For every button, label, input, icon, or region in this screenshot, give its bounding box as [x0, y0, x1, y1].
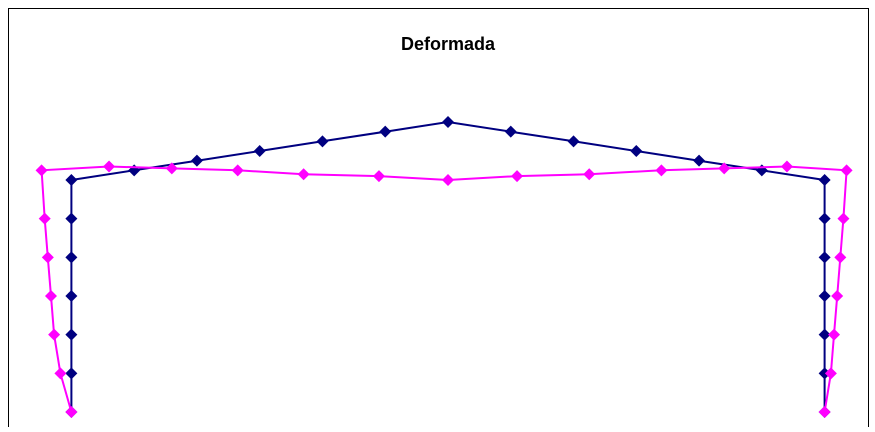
data-point [65, 328, 78, 341]
data-point [65, 174, 78, 186]
data-point [48, 328, 61, 341]
data-point [567, 135, 580, 148]
data-point [504, 125, 517, 138]
chart-title: Deformada [401, 34, 496, 54]
data-point [65, 251, 78, 264]
data-point [442, 174, 454, 186]
data-point [511, 170, 524, 183]
data-point [818, 328, 831, 341]
data-point [655, 164, 668, 177]
data-point [818, 406, 831, 418]
data-point [165, 162, 178, 175]
data-point [818, 290, 831, 302]
data-point [253, 145, 266, 157]
data-point [35, 164, 48, 177]
data-point [103, 160, 116, 173]
data-point [755, 164, 768, 177]
series-line [40, 165, 848, 413]
data-point [44, 290, 57, 302]
data-point [780, 160, 793, 173]
data-point [190, 154, 203, 167]
data-point [65, 367, 78, 380]
data-point [65, 212, 78, 225]
series-line [70, 120, 826, 412]
data-point [65, 290, 78, 302]
data-point [442, 116, 454, 128]
data-point [818, 251, 831, 264]
data-point [41, 251, 54, 264]
series-layer [35, 116, 853, 418]
data-point [818, 367, 831, 380]
data-point [316, 135, 329, 148]
series-1 [65, 116, 831, 418]
data-point [840, 164, 853, 177]
data-point [38, 212, 51, 225]
data-point [831, 290, 844, 302]
data-point [837, 212, 850, 225]
data-point [818, 174, 831, 186]
data-point [824, 367, 837, 380]
data-point [818, 212, 831, 225]
data-point [231, 164, 244, 177]
data-point [297, 168, 310, 181]
series-2 [35, 160, 853, 418]
data-point [583, 168, 596, 181]
chart-border [8, 8, 869, 427]
data-point [693, 154, 706, 167]
data-point [128, 164, 141, 177]
data-point [718, 162, 731, 175]
data-point [828, 328, 841, 341]
data-point [630, 145, 643, 157]
data-point [54, 367, 67, 380]
data-point [379, 125, 392, 138]
data-point [372, 170, 385, 183]
data-point [65, 406, 78, 418]
data-point [834, 251, 847, 264]
